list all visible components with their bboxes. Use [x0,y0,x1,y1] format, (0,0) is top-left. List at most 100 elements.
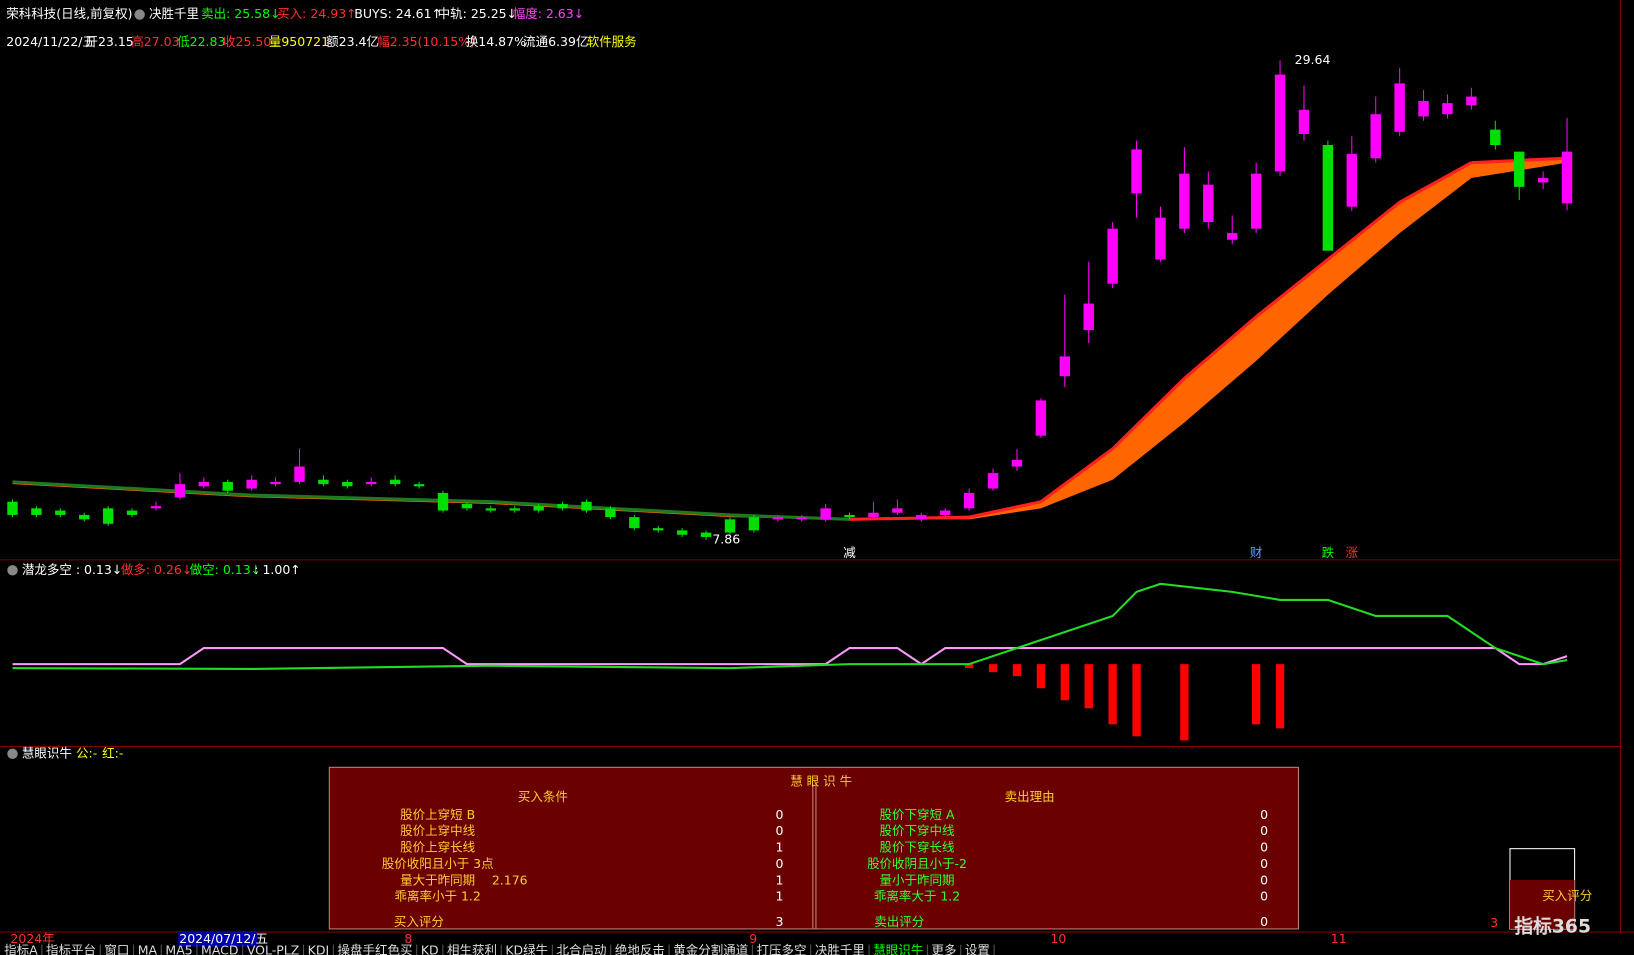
tab[interactable]: 相生获利 [447,942,497,955]
candle-body [987,473,999,489]
score-box-fill [1509,879,1575,929]
row-value: 0 [1260,840,1268,855]
candle-body [198,481,210,487]
row-label: 股价下穿短 A [880,807,955,822]
icon[interactable] [134,9,145,20]
row-value: 1 [776,889,784,904]
candle-body [653,528,664,531]
candle-body [1059,356,1071,377]
row-value: 0 [776,823,784,838]
buy: 买入: 24.93↑ [277,6,356,21]
candle-body [1035,400,1047,436]
row-value: 0 [1260,807,1268,822]
candle-body [1107,228,1118,284]
candle-body [1131,149,1142,194]
candle-body [1011,459,1023,467]
table-left-header: 买入条件 [518,789,568,804]
row-label: 量小于昨同期 [880,872,955,887]
candle-body [868,512,879,518]
candle-body [461,503,473,509]
red-bar [1132,664,1141,737]
tab[interactable]: VOL-PLZ [247,942,299,955]
table-title: 慧 眼 识 牛 [790,773,852,788]
red-bar [1275,664,1285,729]
candle-body [1083,303,1094,330]
tab[interactable]: 绝地反击 [615,942,665,955]
candle-body [700,532,712,537]
info-amount: 额23.4亿 [326,34,379,49]
info-low: 低22.83 [177,34,225,49]
candle-body [270,481,281,485]
candle-body [1466,96,1477,106]
candle-body [174,484,186,498]
candle-body [1514,151,1525,187]
tab[interactable]: 设置 [965,942,990,955]
candle-body [55,510,66,515]
band-line [1255,258,1329,318]
row-value: 1 [776,840,784,855]
tab[interactable]: 操盘手红色买 [338,942,413,955]
signal-marker: 跌 [1322,545,1335,560]
row-label: 股价上穿短 B [400,807,475,822]
panel3-hong: 红:- [102,745,123,760]
stock-name: 荣科科技(日线,前复权) [6,6,132,21]
row-value: 0 [1260,856,1268,871]
tab[interactable]: 窗口 [104,942,129,955]
score-label: 卖出评分 [874,914,924,929]
candle-body [796,517,807,520]
candle-body [1346,153,1358,207]
candle-body [222,481,233,491]
panel2-long: 做多: 0.26↓ [121,562,192,577]
row-label: 股价下穿中线 [880,823,955,838]
info-open: 开23.15 [85,34,133,49]
tab[interactable]: MACD [201,942,238,955]
row-label: 股价上穿中线 [400,823,475,838]
tab[interactable]: KD绿牛 [505,942,548,955]
tab[interactable]: 北合启动 [557,942,607,955]
band-line [849,515,970,521]
table-box [328,766,1299,930]
info-change: 幅2.35(10.15%) [377,34,475,49]
tab[interactable]: KD [421,942,439,955]
watermark: 指标365 [1514,915,1591,937]
band-line [1398,161,1473,204]
tab[interactable]: 慧眼识牛 [873,942,923,955]
candle-body [748,517,760,531]
date-label: 2024/07/12/五 [179,931,268,946]
tab[interactable]: 打压多空 [757,942,807,955]
row-extra: 2.176 [492,872,528,887]
score-value: 0 [1260,914,1268,929]
table-right-header: 卖出理由 [1005,789,1055,804]
band-line [1183,315,1258,380]
candle-body [1418,100,1429,117]
row-value: 0 [1260,872,1268,887]
tab[interactable]: 指标A [4,942,38,955]
candle-body [31,508,42,515]
icon[interactable] [7,748,18,759]
tab[interactable]: 黄金分割通道 [673,942,748,955]
candle-body [318,479,329,485]
info-float: 流通6.39亿 [523,34,588,49]
tab[interactable]: 决胜千里 [815,942,865,955]
band-line [1039,447,1114,504]
row-value: 1 [776,872,784,887]
tab[interactable]: MA5 [165,942,192,955]
tab[interactable]: 更多 [932,942,957,955]
icon[interactable] [7,565,18,576]
tab[interactable]: MA [138,942,158,955]
green-line [12,582,1568,670]
info-turnover: 换14.87% [466,34,526,49]
mid: 中轨: 25.25↓ [438,6,517,21]
candle-body [413,484,425,487]
tab[interactable]: KDJ [308,942,330,955]
red-bar [1012,664,1022,677]
row-label: 股价下穿长线 [880,840,955,855]
candle-body [1179,173,1190,229]
red-bar [1251,664,1261,725]
band-line [12,480,252,497]
row-value: 0 [776,856,784,871]
tab[interactable]: 指标平台 [46,942,96,955]
candle-body [676,530,688,535]
